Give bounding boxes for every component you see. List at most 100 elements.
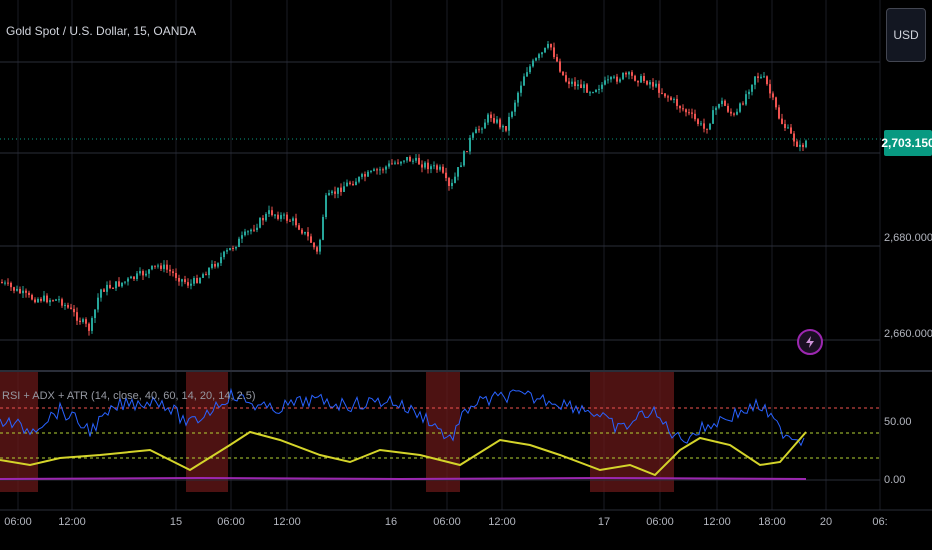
candle-body	[655, 83, 657, 87]
candle-body	[445, 172, 447, 179]
candle-body	[778, 107, 780, 119]
candle-body	[730, 111, 732, 114]
candle-body	[472, 133, 474, 138]
candle-body	[433, 165, 435, 167]
candle-body	[55, 299, 57, 301]
candle-body	[565, 75, 567, 82]
candle-body	[772, 93, 774, 98]
candle-body	[661, 92, 663, 94]
candle-body	[127, 278, 129, 282]
candle-body	[13, 287, 15, 291]
candle-body	[205, 274, 207, 276]
candle-body	[100, 289, 102, 298]
candle-body	[241, 235, 243, 239]
candle-body	[457, 167, 459, 177]
candle-body	[193, 278, 195, 284]
candle-body	[82, 319, 84, 322]
candle-body	[175, 272, 177, 278]
candle-body	[670, 97, 672, 100]
candle-body	[751, 84, 753, 92]
candle-body	[298, 225, 300, 230]
alert-button[interactable]	[797, 329, 823, 355]
time-label: 16	[384, 516, 398, 528]
candle-body	[607, 79, 609, 81]
candle-body	[406, 156, 408, 161]
candle-body	[109, 284, 111, 288]
candle-body	[511, 111, 513, 117]
candle-body	[637, 80, 639, 83]
last-price-badge: 2,703.150	[881, 130, 932, 156]
candle-body	[400, 161, 402, 164]
candle-body	[487, 114, 489, 123]
candle-body	[235, 246, 237, 249]
candle-body	[436, 165, 438, 170]
candle-body	[277, 214, 279, 219]
candle-body	[286, 214, 288, 221]
candle-body	[376, 169, 378, 171]
candle-body	[163, 264, 165, 269]
candle-body	[769, 84, 771, 94]
candle-body	[337, 187, 339, 194]
candle-body	[19, 288, 21, 294]
candle-body	[556, 57, 558, 62]
time-label: 12:00	[58, 516, 86, 528]
candle-body	[229, 247, 231, 251]
candle-body	[139, 271, 141, 274]
candle-body	[544, 47, 546, 53]
candle-body	[73, 308, 75, 313]
candle-body	[31, 294, 33, 300]
candle-body	[541, 52, 543, 55]
candle-body	[505, 125, 507, 131]
candle-body	[799, 144, 801, 147]
candle-body	[421, 164, 423, 168]
candle-body	[43, 295, 45, 301]
time-label: 06:00	[433, 516, 461, 528]
candle-body	[10, 282, 12, 288]
candle-body	[574, 81, 576, 87]
candle-body	[781, 118, 783, 124]
candle-body	[430, 166, 432, 170]
candle-body	[517, 92, 519, 103]
candle-body	[718, 104, 720, 108]
candle-body	[103, 289, 105, 292]
candle-body	[805, 140, 807, 148]
time-label: 15	[169, 516, 183, 528]
candle-body	[220, 257, 222, 264]
candle-body	[460, 165, 462, 168]
candle-body	[547, 43, 549, 48]
candle-body	[247, 231, 249, 233]
candle-body	[382, 169, 384, 171]
candle-body	[4, 282, 6, 284]
candle-body	[412, 160, 414, 162]
candle-body	[703, 123, 705, 129]
candle-body	[601, 84, 603, 89]
candle-body	[721, 100, 723, 105]
candle-body	[733, 113, 735, 115]
candles	[1, 40, 807, 336]
candle-body	[316, 247, 318, 252]
currency-button[interactable]: USD	[886, 8, 926, 62]
price-label-2680: 2,680.000	[884, 232, 932, 244]
candle-body	[40, 298, 42, 301]
candle-body	[739, 103, 741, 112]
candle-body	[28, 292, 30, 295]
candle-body	[319, 239, 321, 252]
candle-body	[475, 129, 477, 134]
candle-body	[724, 100, 726, 106]
candle-body	[439, 166, 441, 170]
candle-body	[196, 278, 198, 283]
candle-body	[712, 110, 714, 124]
candle-body	[706, 128, 708, 130]
candle-body	[169, 269, 171, 272]
candle-body	[466, 151, 468, 153]
candle-body	[265, 213, 267, 221]
candle-body	[418, 157, 420, 165]
candle-body	[61, 299, 63, 306]
candle-body	[361, 174, 363, 177]
candle-body	[715, 107, 717, 111]
candle-body	[478, 129, 480, 131]
candle-body	[754, 76, 756, 85]
candle-body	[322, 217, 324, 240]
candle-body	[559, 61, 561, 72]
